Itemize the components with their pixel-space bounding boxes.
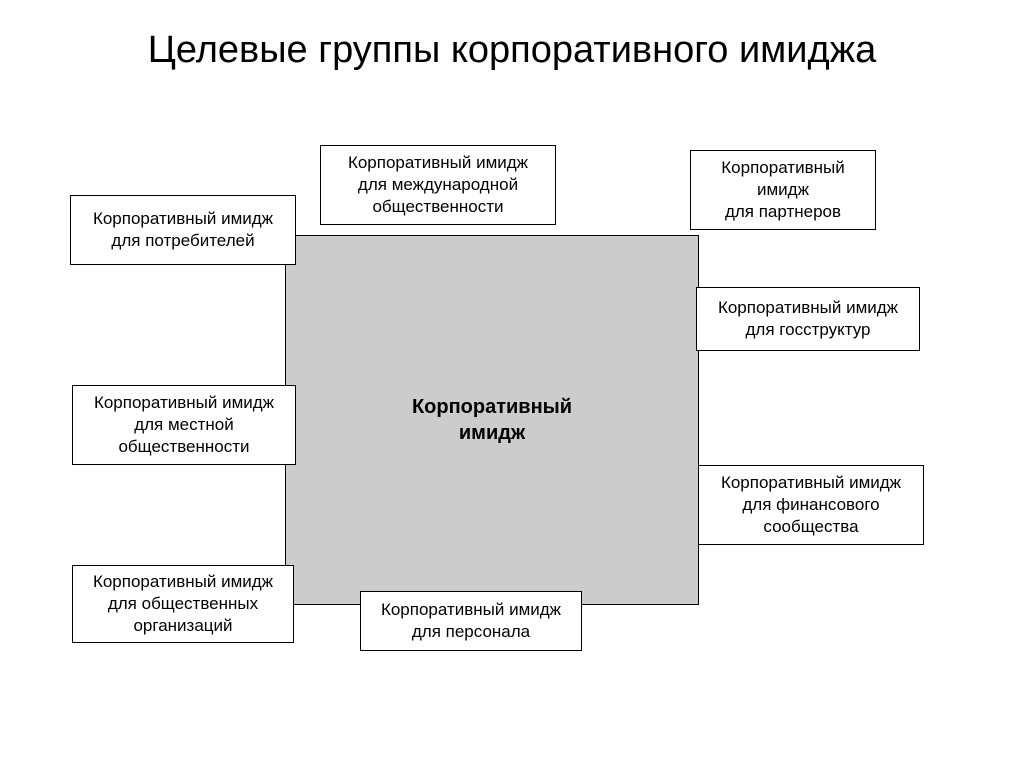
- node-personnel: Корпоративный имидждля персонала: [360, 591, 582, 651]
- node-partners: Корпоративныйимидждля партнеров: [690, 150, 876, 230]
- diagram-container: Корпоративныйимидж Корпоративный имидждл…: [70, 145, 950, 725]
- node-local: Корпоративный имидждля местнойобщественн…: [72, 385, 296, 465]
- node-international: Корпоративный имидждля международнойобще…: [320, 145, 556, 225]
- page-title: Целевые группы корпоративного имиджа: [0, 28, 1024, 74]
- node-public-orgs: Корпоративный имидждля общественныхорган…: [72, 565, 294, 643]
- node-gov: Корпоративный имидждля госструктур: [696, 287, 920, 351]
- node-financial: Корпоративный имидждля финансовогосообще…: [698, 465, 924, 545]
- node-consumers: Корпоративный имидждля потребителей: [70, 195, 296, 265]
- center-node: Корпоративныйимидж: [285, 235, 699, 605]
